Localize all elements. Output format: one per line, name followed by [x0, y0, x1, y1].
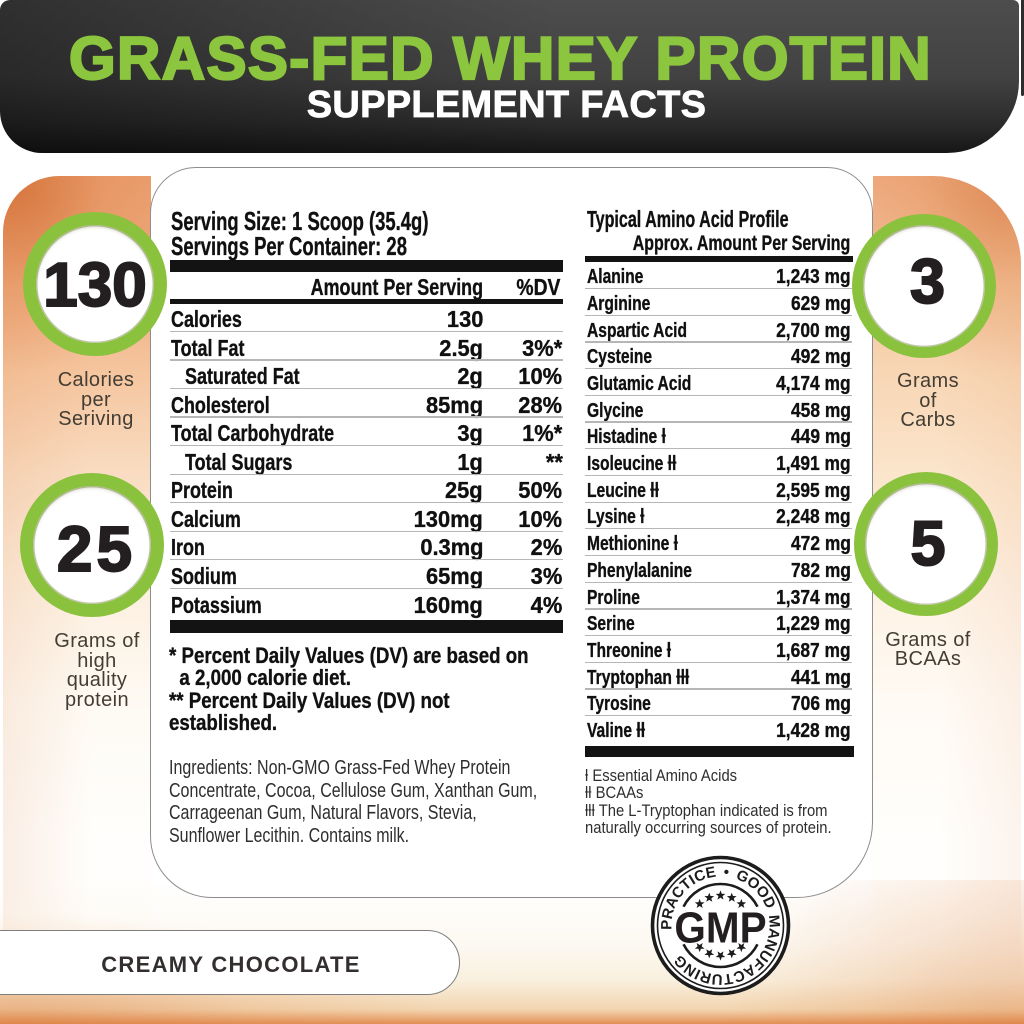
svg-text:GMP: GMP: [674, 903, 766, 952]
svg-text:P: P: [658, 920, 675, 930]
svg-text:R: R: [659, 906, 678, 921]
svg-text:M: M: [765, 914, 783, 928]
svg-text:I: I: [692, 965, 703, 982]
svg-text:T: T: [722, 969, 734, 987]
svg-text:A: A: [764, 927, 782, 940]
svg-text:U: U: [711, 970, 723, 988]
svg-text:R: R: [698, 967, 713, 986]
svg-text:•: •: [723, 864, 730, 881]
svg-text:E: E: [704, 864, 717, 883]
